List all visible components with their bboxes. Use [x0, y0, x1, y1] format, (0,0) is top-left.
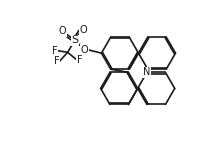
- Text: O: O: [80, 25, 88, 35]
- Text: F: F: [52, 46, 58, 56]
- Text: S: S: [71, 35, 78, 45]
- Text: O: O: [59, 26, 67, 36]
- Text: F: F: [77, 55, 83, 65]
- Text: F: F: [54, 56, 59, 66]
- Text: N: N: [143, 67, 151, 77]
- Text: O: O: [81, 45, 88, 55]
